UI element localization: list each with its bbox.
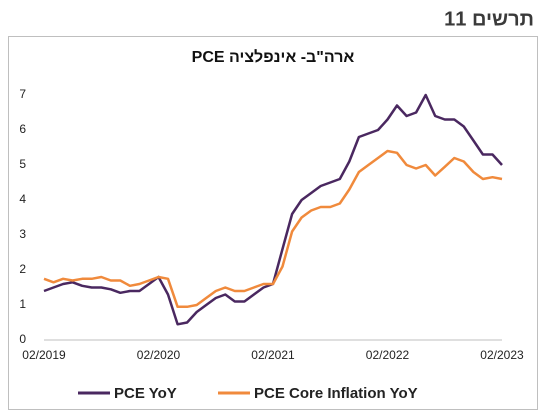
- y-tick-label: 4: [19, 192, 26, 206]
- legend-label: PCE YoY: [114, 385, 177, 402]
- x-tick-label: 02/2020: [137, 348, 181, 362]
- y-tick-label: 5: [19, 157, 26, 171]
- x-tick-label: 02/2019: [22, 348, 66, 362]
- legend-label: PCE Core Inflation YoY: [254, 385, 418, 402]
- x-tick-label: 02/2022: [366, 348, 410, 362]
- x-tick-label: 02/2021: [251, 348, 295, 362]
- chart-title: ארה"ב- אינפלציה PCE: [192, 48, 355, 66]
- line-series: [43, 93, 503, 326]
- line-series: [43, 149, 503, 309]
- y-tick-label: 0: [19, 332, 26, 346]
- y-tick-label: 2: [19, 262, 26, 276]
- y-tick-label: 3: [19, 227, 26, 241]
- y-tick-label: 7: [19, 87, 26, 101]
- y-tick-label: 1: [19, 297, 26, 311]
- x-tick-label: 02/2023: [480, 348, 524, 362]
- y-tick-label: 6: [19, 122, 26, 136]
- figure-label: תרשים 11: [444, 8, 534, 30]
- chart-frame: [8, 36, 538, 410]
